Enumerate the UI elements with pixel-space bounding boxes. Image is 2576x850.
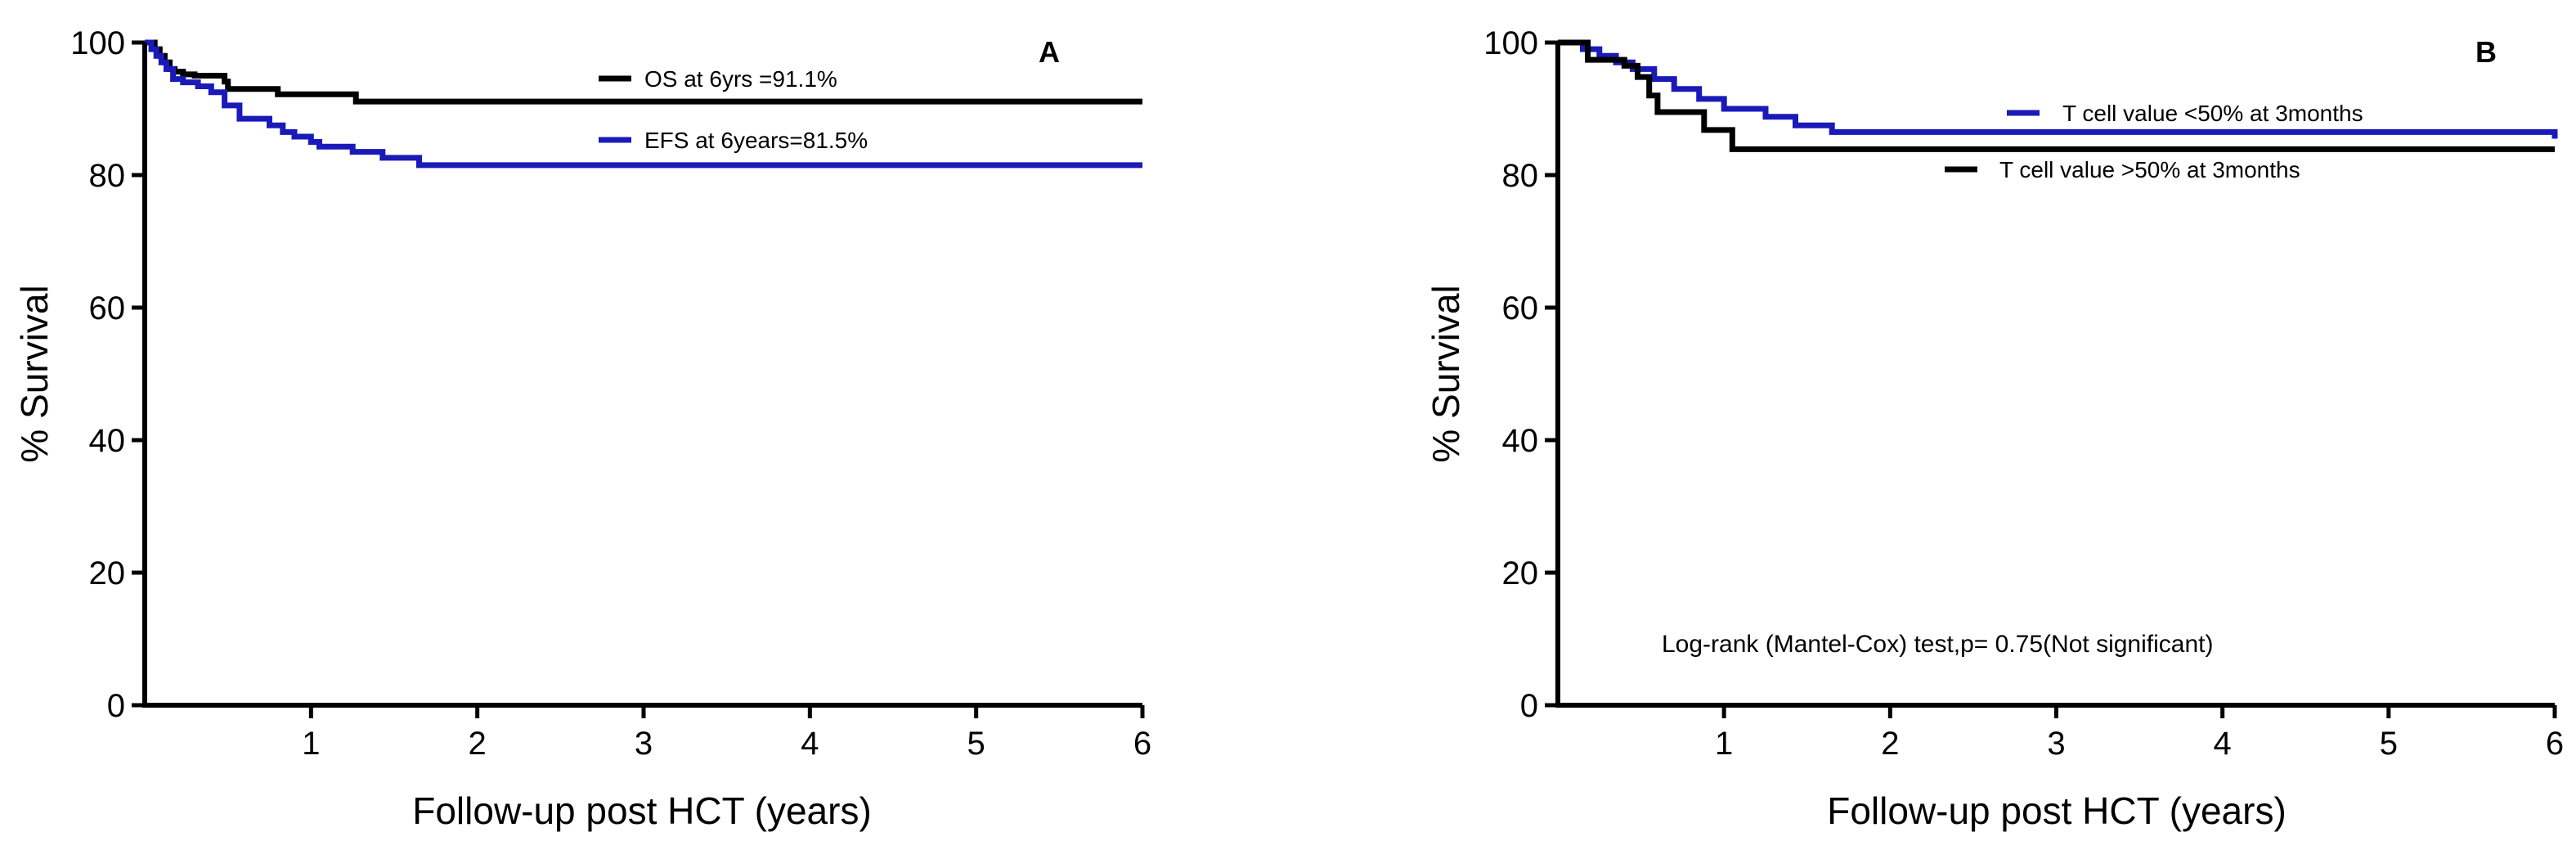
panel-a-y-axis-title: % Survival bbox=[13, 285, 56, 462]
panel-b-series-line-1 bbox=[1558, 39, 2558, 139]
panel-b-label: B bbox=[2475, 35, 2497, 69]
panel-b-x-tick-label: 3 bbox=[2047, 726, 2065, 762]
panel-a-x-tick-label: 3 bbox=[635, 726, 653, 762]
panel-a-x-ticks: 1 2 3 4 5 6 bbox=[302, 705, 1151, 762]
panel-b-y-tick-label: 80 bbox=[1502, 158, 1539, 194]
panel-a-y-tick-label: 0 bbox=[107, 688, 125, 724]
panel-a-y-ticks: 0 20 40 60 80 100 bbox=[70, 25, 145, 724]
panel-b-series-line-2 bbox=[1558, 39, 2555, 152]
panel-a-series-line-1 bbox=[145, 39, 1142, 105]
panel-a-y-tick-label: 60 bbox=[89, 290, 126, 326]
panel-b-x-ticks: 1 2 3 4 5 6 bbox=[1715, 705, 2564, 762]
panel-a-x-tick-label: 1 bbox=[302, 726, 320, 762]
panel-b-y-tick-label: 40 bbox=[1502, 423, 1539, 459]
panel-a-legend: OS at 6yrs =91.1% EFS at 6years=81.5% bbox=[599, 66, 868, 153]
panel-a-y-tick-label: 100 bbox=[70, 25, 125, 61]
panel-a-x-tick-label: 6 bbox=[1133, 726, 1151, 762]
panel-b-logrank-annotation: Log-rank (Mantel-Cox) test,p= 0.75(Not s… bbox=[1662, 631, 2213, 658]
panel-a-x-axis-title: Follow-up post HCT (years) bbox=[412, 789, 872, 832]
panel-b-y-tick-label: 0 bbox=[1520, 688, 1538, 724]
panel-a-x-tick-label: 2 bbox=[469, 726, 487, 762]
panel-b-legend: T cell value <50% at 3months T cell valu… bbox=[1945, 101, 2363, 182]
panel-b-x-tick-label: 6 bbox=[2546, 726, 2564, 762]
panel-b-x-axis-title: Follow-up post HCT (years) bbox=[1827, 789, 2287, 832]
panel-a-y-tick-label: 20 bbox=[89, 555, 126, 591]
panel-b-y-tick-label: 100 bbox=[1483, 25, 1538, 61]
panel-a-series-line-2 bbox=[145, 39, 1142, 169]
panel-b-y-ticks: 0 20 40 60 80 100 bbox=[1483, 25, 1558, 724]
panel-a-series bbox=[145, 39, 1142, 169]
panel-a-y-tick-label: 40 bbox=[89, 423, 126, 459]
panel-b-legend-label-high: T cell value >50% at 3months bbox=[1999, 157, 2300, 182]
panel-a-x-tick-label: 5 bbox=[967, 726, 985, 762]
panel-b-x-tick-label: 5 bbox=[2380, 726, 2398, 762]
panel-b-legend-label-low: T cell value <50% at 3months bbox=[2062, 101, 2363, 126]
panel-b-x-tick-label: 4 bbox=[2214, 726, 2232, 762]
panel-b-y-axis-title: % Survival bbox=[1425, 285, 1467, 462]
panel-b-series bbox=[1558, 39, 2558, 152]
panel-a-x-tick-label: 4 bbox=[801, 726, 819, 762]
panel-b-x-tick-label: 1 bbox=[1715, 726, 1733, 762]
panel-b: B 0 20 40 60 80 100 1 2 3 4 5 6 % Survival Follow-… bbox=[1425, 25, 2564, 832]
panel-a-legend-label-efs: EFS at 6years=81.5% bbox=[644, 128, 868, 153]
panel-a-y-tick-label: 80 bbox=[89, 158, 126, 194]
panel-a: A 0 20 40 60 80 100 1 2 3 4 5 6 % Survival Follow-… bbox=[13, 25, 1151, 832]
panel-a-label: A bbox=[1039, 35, 1060, 69]
panel-b-x-tick-label: 2 bbox=[1881, 726, 1899, 762]
panel-b-y-tick-label: 60 bbox=[1502, 290, 1539, 326]
panel-b-y-tick-label: 20 bbox=[1502, 555, 1539, 591]
panel-a-legend-label-os: OS at 6yrs =91.1% bbox=[644, 66, 837, 92]
